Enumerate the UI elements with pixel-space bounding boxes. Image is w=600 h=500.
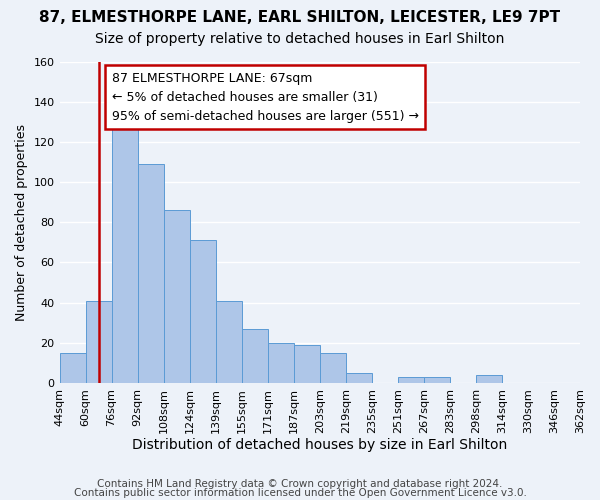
Bar	[424, 377, 450, 383]
Bar	[112, 124, 137, 383]
X-axis label: Distribution of detached houses by size in Earl Shilton: Distribution of detached houses by size …	[132, 438, 508, 452]
Bar	[320, 353, 346, 383]
Text: 87, ELMESTHORPE LANE, EARL SHILTON, LEICESTER, LE9 7PT: 87, ELMESTHORPE LANE, EARL SHILTON, LEIC…	[40, 10, 560, 25]
Bar	[346, 373, 372, 383]
Y-axis label: Number of detached properties: Number of detached properties	[15, 124, 28, 320]
Bar	[476, 375, 502, 383]
Bar	[294, 345, 320, 383]
Bar	[137, 164, 164, 383]
Text: Contains public sector information licensed under the Open Government Licence v3: Contains public sector information licen…	[74, 488, 526, 498]
Text: Contains HM Land Registry data © Crown copyright and database right 2024.: Contains HM Land Registry data © Crown c…	[97, 479, 503, 489]
Bar	[86, 300, 112, 383]
Text: Size of property relative to detached houses in Earl Shilton: Size of property relative to detached ho…	[95, 32, 505, 46]
Bar	[398, 377, 424, 383]
Bar	[164, 210, 190, 383]
Bar	[268, 343, 294, 383]
Bar	[59, 353, 86, 383]
Bar	[215, 300, 242, 383]
Text: 87 ELMESTHORPE LANE: 67sqm
← 5% of detached houses are smaller (31)
95% of semi-: 87 ELMESTHORPE LANE: 67sqm ← 5% of detac…	[112, 72, 419, 122]
Bar	[190, 240, 215, 383]
Bar	[242, 328, 268, 383]
